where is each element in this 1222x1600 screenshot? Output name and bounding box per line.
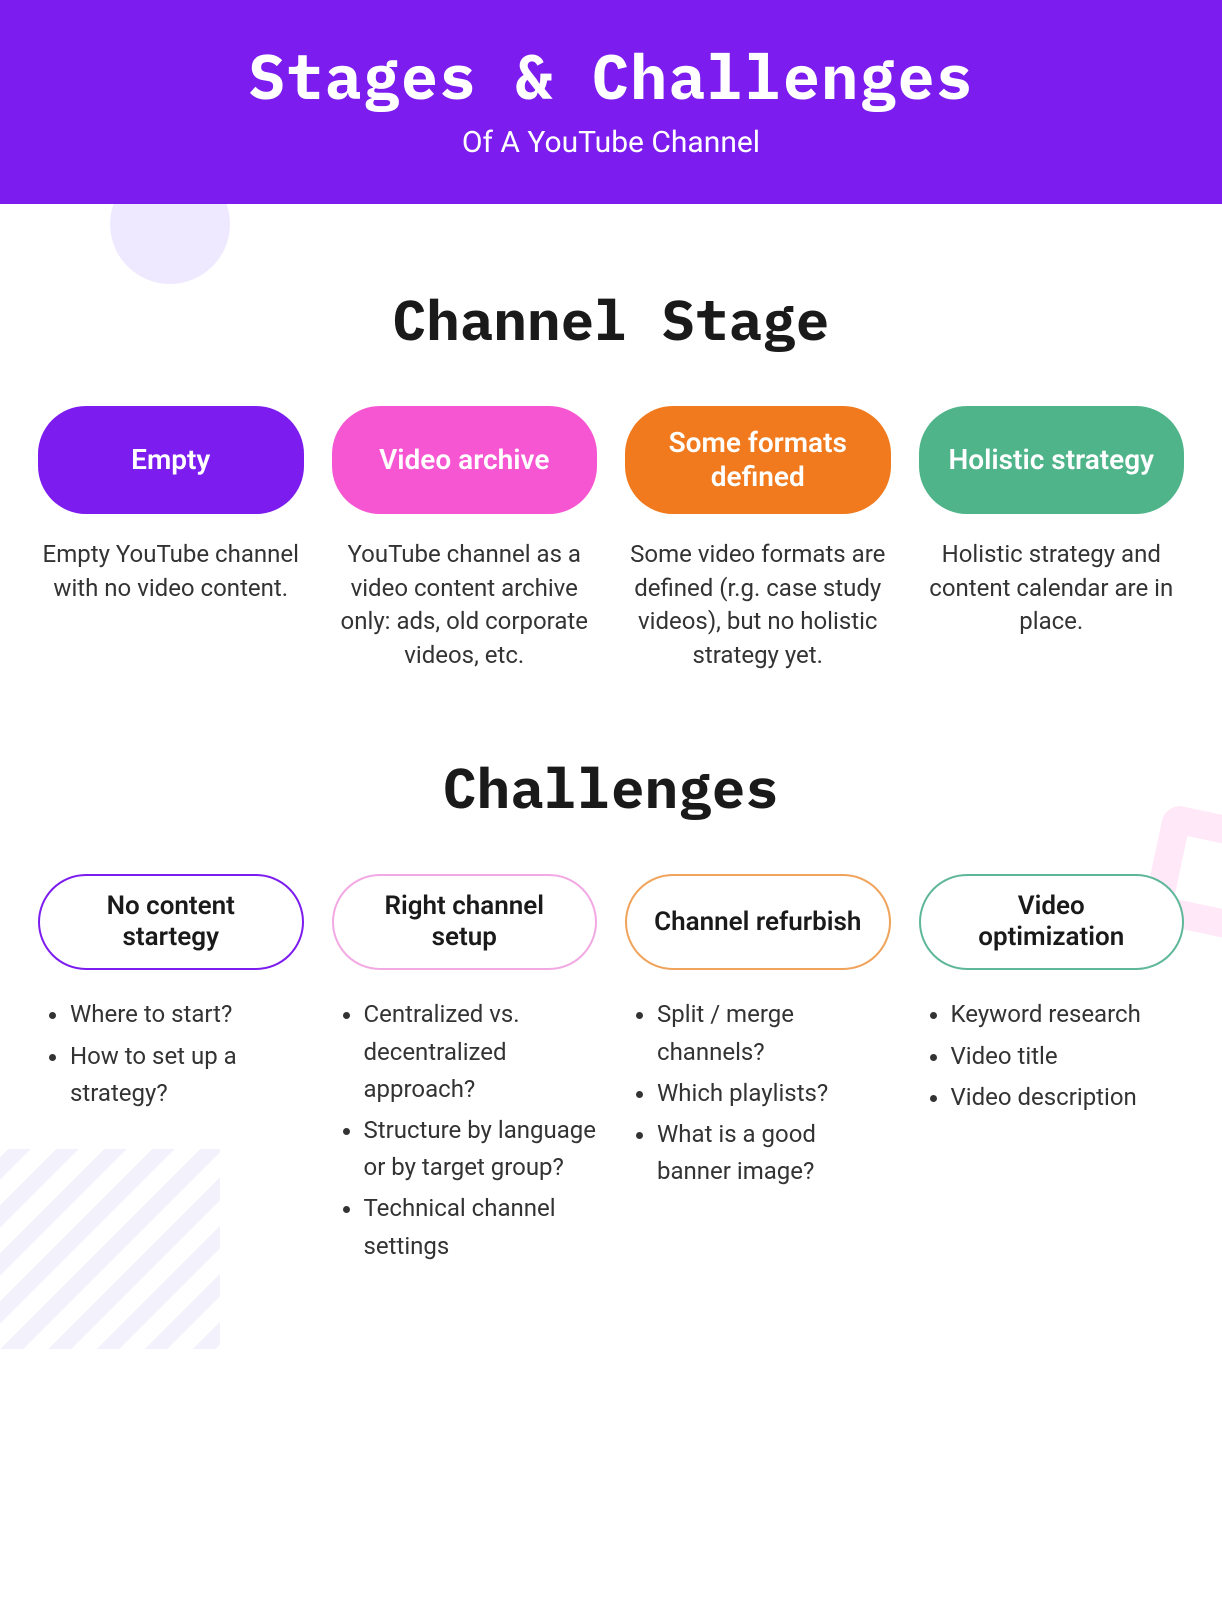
stage-description: Some video formats are defined (r.g. cas… [625, 538, 891, 672]
stages-section-title: Channel Stage [30, 284, 1192, 356]
stage-pill: Some formats defined [625, 406, 891, 514]
challenge-column: Video optimization Keyword research Video … [919, 874, 1185, 1268]
stage-column: Empty Empty YouTube channel with no video… [38, 406, 304, 672]
stage-label: Empty [131, 443, 210, 477]
challenge-point: Technical channel settings [364, 1190, 598, 1264]
stages-grid: Empty Empty YouTube channel with no video… [30, 406, 1192, 672]
challenge-point: What is a good banner image? [657, 1116, 891, 1190]
challenge-point: Where to start? [70, 996, 304, 1033]
stage-description: Holistic strategy and content calendar a… [919, 538, 1185, 639]
challenge-point: Centralized vs. decentralized approach? [364, 996, 598, 1108]
challenges-grid: No content startegy Where to start? How to… [30, 874, 1192, 1268]
stage-column: Video archive YouTube channel as a video … [332, 406, 598, 672]
challenge-pill: No content startegy [38, 874, 304, 970]
challenge-column: No content startegy Where to start? How to… [38, 874, 304, 1268]
content: Channel Stage Empty Empty YouTube channel… [0, 204, 1222, 1349]
stage-description: Empty YouTube channel with no video cont… [38, 538, 304, 605]
challenge-column: Right channel setup Centralized vs. decen… [332, 874, 598, 1268]
challenges-section-title: Challenges [30, 752, 1192, 824]
challenge-point: Structure by language or by target group… [364, 1112, 598, 1186]
header-subtitle: Of A YouTube Channel [20, 125, 1202, 160]
challenge-column: Channel refurbish Split / merge channels?… [625, 874, 891, 1268]
challenge-list: Centralized vs. decentralized approach?S… [332, 996, 598, 1264]
challenge-label: No content startegy [64, 891, 278, 953]
challenge-label: Channel refurbish [654, 907, 861, 938]
stage-pill: Empty [38, 406, 304, 514]
challenge-point: Split / merge channels? [657, 996, 891, 1070]
stage-column: Some formats defined Some video formats a… [625, 406, 891, 672]
challenge-list: Split / merge channels? Which playlists? W… [625, 996, 891, 1190]
stage-column: Holistic strategy Holistic strategy and c… [919, 406, 1185, 672]
stage-label: Some formats defined [649, 426, 867, 493]
challenge-point: How to set up a strategy? [70, 1038, 304, 1112]
challenge-list: Keyword research Video title Video descrip… [919, 996, 1185, 1116]
stage-pill: Video archive [332, 406, 598, 514]
challenge-pill: Video optimization [919, 874, 1185, 970]
decor-circle [110, 204, 230, 284]
stage-pill: Holistic strategy [919, 406, 1185, 514]
challenge-label: Right channel setup [358, 891, 572, 953]
stage-label: Holistic strategy [948, 443, 1154, 477]
challenge-point: Which playlists? [657, 1075, 891, 1112]
header: Stages & Challenges Of A YouTube Channel [0, 0, 1222, 204]
stage-description: YouTube channel as a video content archi… [332, 538, 598, 672]
stage-label: Video archive [379, 443, 549, 477]
challenge-pill: Channel refurbish [625, 874, 891, 970]
challenge-point: Keyword research [951, 996, 1185, 1033]
header-title: Stages & Challenges [20, 36, 1202, 117]
challenge-point: Video description [951, 1079, 1185, 1116]
challenge-pill: Right channel setup [332, 874, 598, 970]
challenge-label: Video optimization [945, 891, 1159, 953]
challenge-list: Where to start? How to set up a strategy? [38, 996, 304, 1112]
challenge-point: Video title [951, 1038, 1185, 1075]
